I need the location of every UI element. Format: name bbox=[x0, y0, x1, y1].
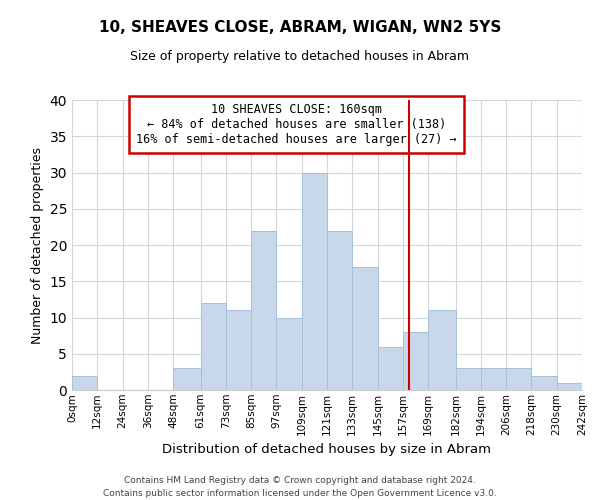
Bar bbox=[532, 376, 557, 390]
Text: 10, SHEAVES CLOSE, ABRAM, WIGAN, WN2 5YS: 10, SHEAVES CLOSE, ABRAM, WIGAN, WN2 5YS bbox=[99, 20, 501, 35]
Text: Contains HM Land Registry data © Crown copyright and database right 2024.: Contains HM Land Registry data © Crown c… bbox=[124, 476, 476, 485]
Text: Size of property relative to detached houses in Abram: Size of property relative to detached ho… bbox=[131, 50, 470, 63]
Bar bbox=[377, 346, 403, 390]
Bar bbox=[557, 383, 582, 390]
Bar bbox=[455, 368, 481, 390]
X-axis label: Distribution of detached houses by size in Abram: Distribution of detached houses by size … bbox=[163, 443, 491, 456]
Bar bbox=[226, 310, 251, 390]
Bar bbox=[506, 368, 532, 390]
Y-axis label: Number of detached properties: Number of detached properties bbox=[31, 146, 44, 344]
Bar bbox=[481, 368, 506, 390]
Bar bbox=[327, 230, 352, 390]
Bar bbox=[302, 172, 327, 390]
Bar bbox=[72, 376, 97, 390]
Bar bbox=[428, 310, 455, 390]
Text: Contains public sector information licensed under the Open Government Licence v3: Contains public sector information licen… bbox=[103, 488, 497, 498]
Bar bbox=[352, 267, 377, 390]
Bar bbox=[173, 368, 200, 390]
Bar bbox=[251, 230, 277, 390]
Bar bbox=[200, 303, 226, 390]
Bar bbox=[277, 318, 302, 390]
Bar bbox=[403, 332, 428, 390]
Text: 10 SHEAVES CLOSE: 160sqm
← 84% of detached houses are smaller (138)
16% of semi-: 10 SHEAVES CLOSE: 160sqm ← 84% of detach… bbox=[136, 103, 457, 146]
